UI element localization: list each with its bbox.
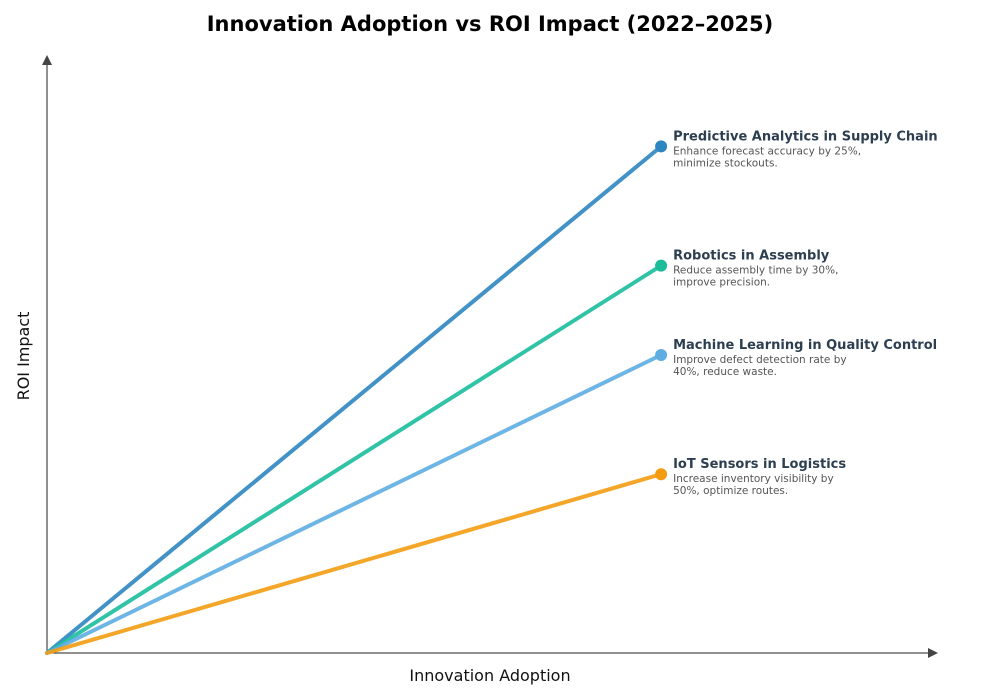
series-line xyxy=(45,144,664,655)
series-description: improve precision. xyxy=(673,277,770,289)
series-description: 40%, reduce waste. xyxy=(673,366,777,378)
series-line xyxy=(45,353,664,655)
series-name: Predictive Analytics in Supply Chain xyxy=(673,129,938,144)
series-line xyxy=(45,263,664,655)
chart-title: Innovation Adoption vs ROI Impact (2022–… xyxy=(207,12,774,36)
series-name: IoT Sensors in Logistics xyxy=(673,457,846,472)
x-axis-label: Innovation Adoption xyxy=(409,666,570,685)
series-description: Reduce assembly time by 30%, xyxy=(673,265,838,277)
x-axis-arrow-icon xyxy=(928,648,938,658)
y-axis-label: ROI Impact xyxy=(14,312,33,401)
series-description: Enhance forecast accuracy by 25%, xyxy=(673,145,861,157)
series-name: Machine Learning in Quality Control xyxy=(673,338,937,353)
series-end-point xyxy=(655,349,668,361)
y-axis-arrow-icon xyxy=(42,55,52,65)
series-description: minimize stockouts. xyxy=(673,157,778,169)
series-description: Improve defect detection rate by xyxy=(673,354,847,366)
series-description: 50%, optimize routes. xyxy=(673,485,788,497)
series-line xyxy=(45,472,664,655)
series-2: Machine Learning in Quality ControlImpro… xyxy=(45,338,937,655)
series-description: Increase inventory visibility by xyxy=(673,473,834,485)
series-0: Predictive Analytics in Supply ChainEnha… xyxy=(45,129,938,655)
series-end-point xyxy=(655,140,668,153)
series-end-point xyxy=(655,259,668,272)
series-name: Robotics in Assembly xyxy=(673,249,830,264)
series-end-point xyxy=(655,468,668,481)
